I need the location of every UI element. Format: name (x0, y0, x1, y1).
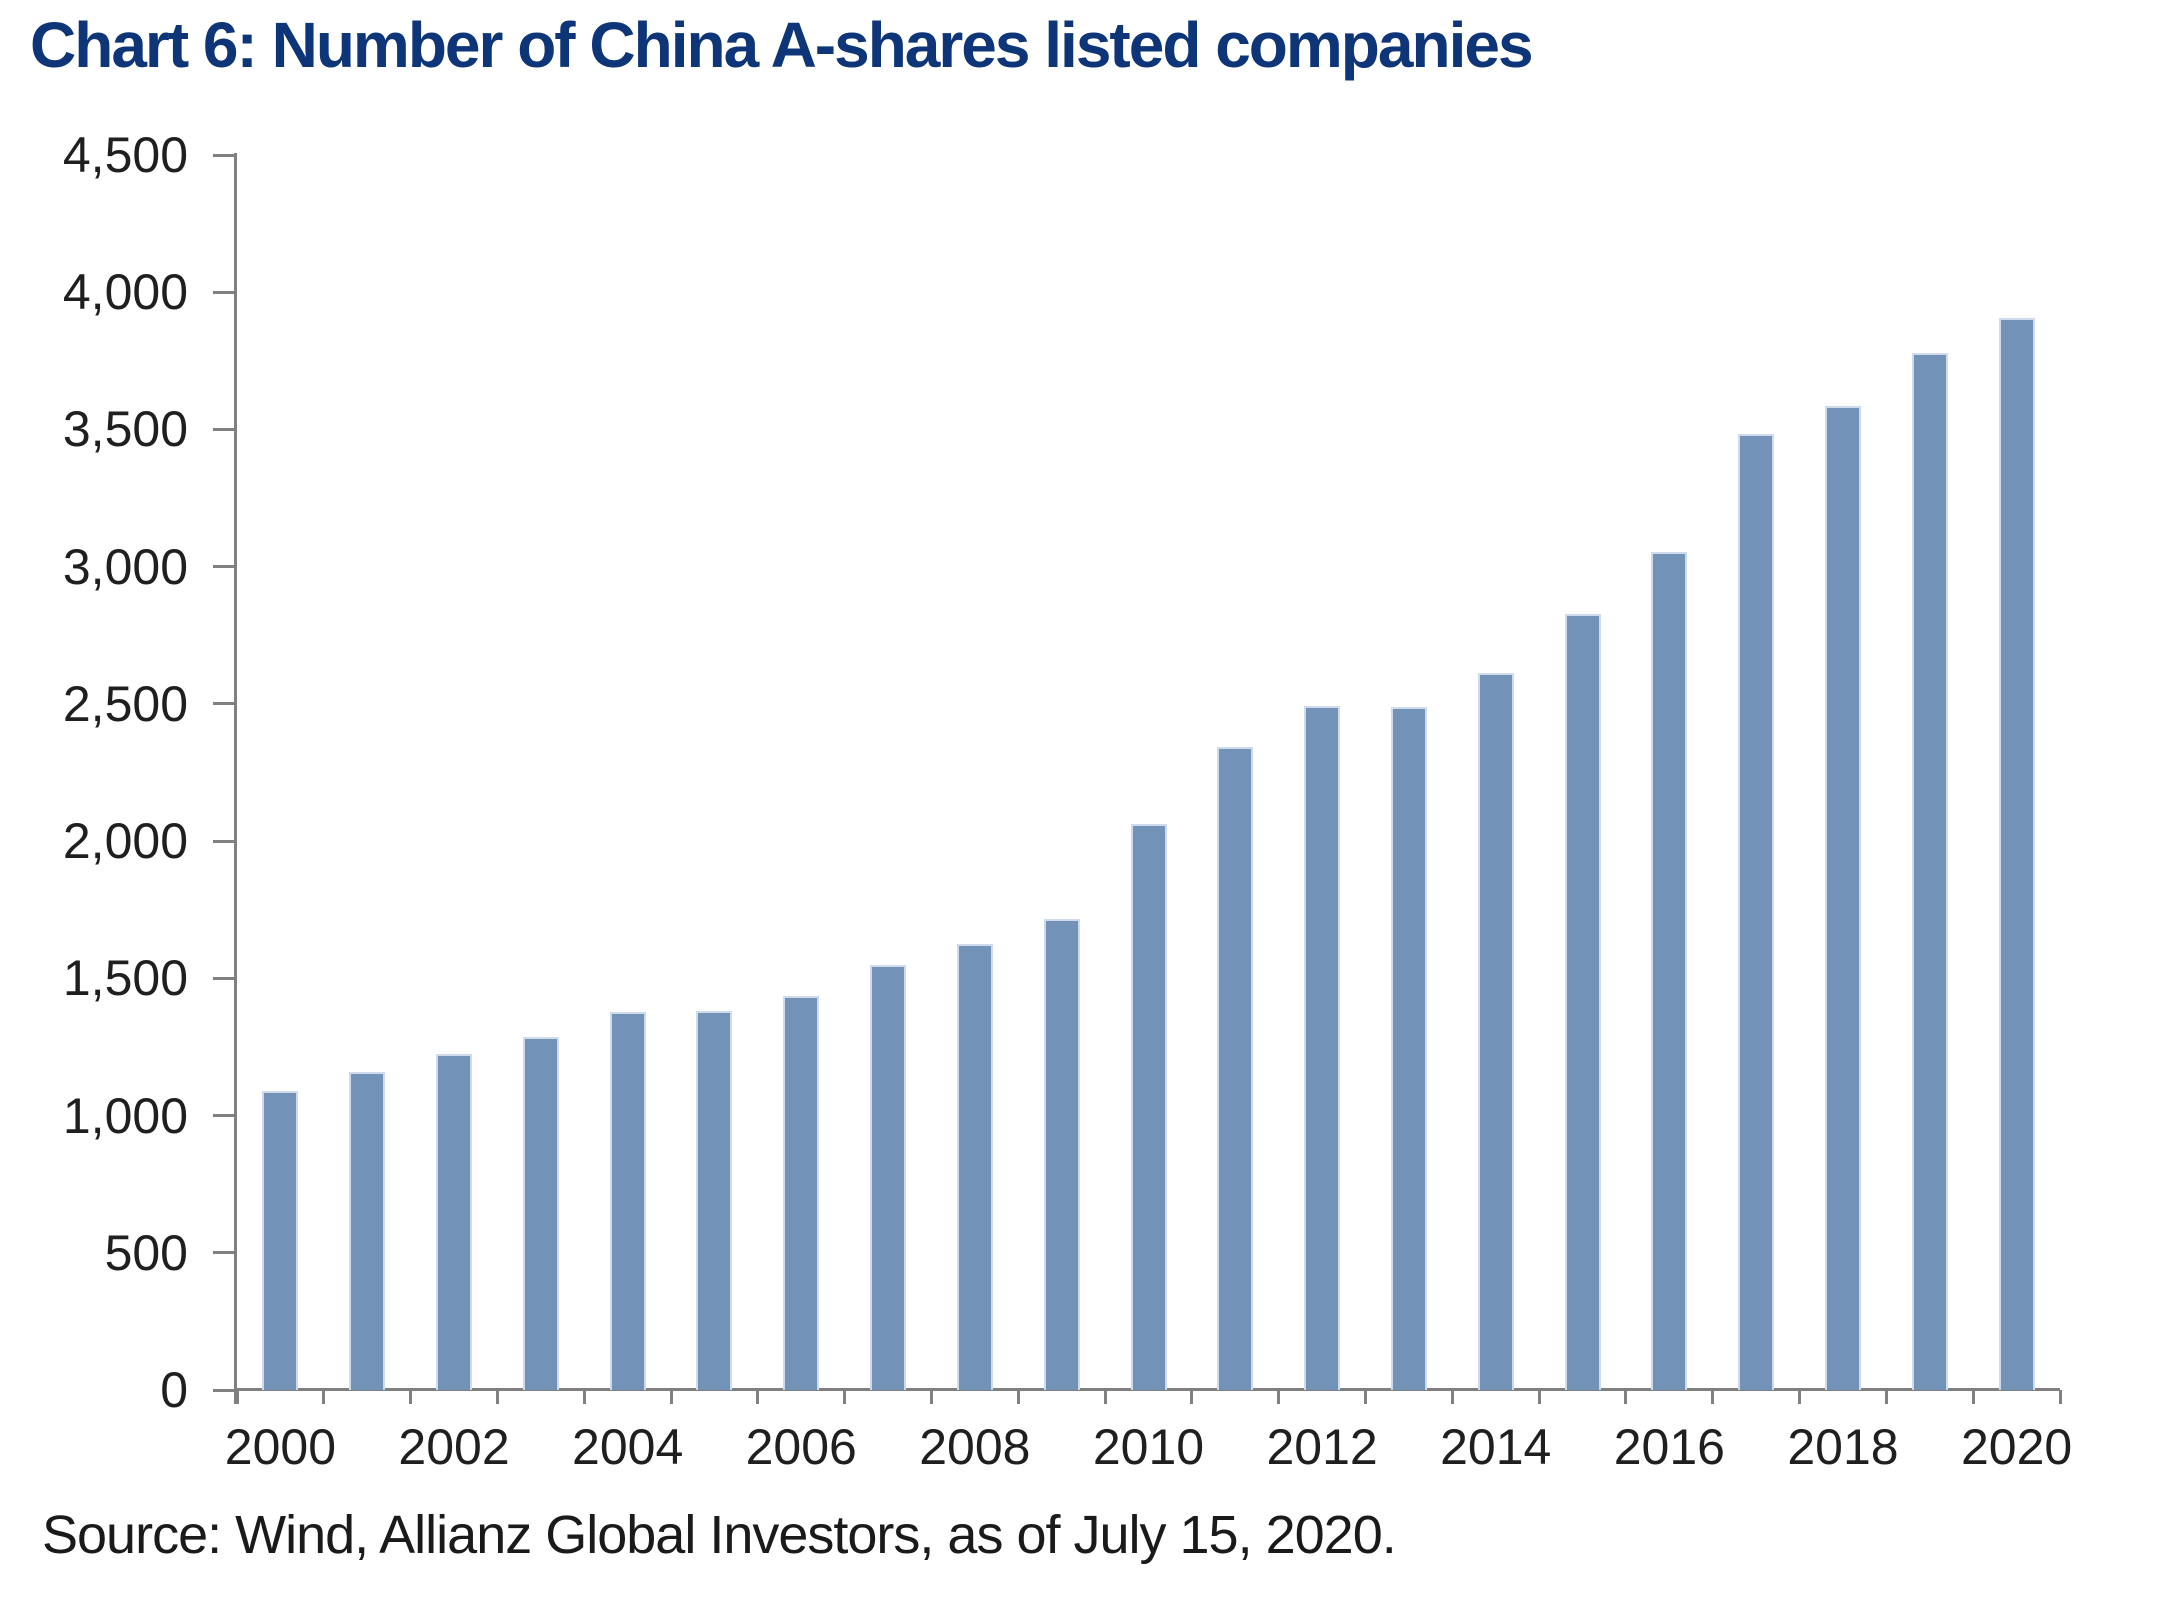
x-tick (1537, 1390, 1541, 1404)
bar-2005 (696, 1010, 733, 1390)
x-tick (1103, 1390, 1107, 1404)
y-tick (213, 1114, 237, 1118)
x-axis-label: 2004 (572, 1419, 684, 1475)
x-axis-label: 2014 (1440, 1419, 1552, 1475)
x-axis-label: 2010 (1092, 1419, 1205, 1475)
bar-2014 (1477, 672, 1514, 1390)
y-tick (213, 1251, 237, 1255)
x-tick (669, 1390, 673, 1404)
y-tick (213, 290, 237, 294)
x-axis-label: 2006 (745, 1419, 857, 1475)
x-axis-label: 2016 (1613, 1419, 1725, 1475)
x-tick (1190, 1390, 1194, 1404)
x-tick (2058, 1390, 2062, 1404)
x-axis-label: 2012 (1266, 1419, 1378, 1475)
x-tick (1624, 1390, 1628, 1404)
y-axis-label: 3,000 (62, 538, 188, 595)
x-tick (409, 1390, 413, 1404)
y-axis-label: 4,500 (62, 127, 188, 183)
bar-2016 (1651, 552, 1688, 1390)
x-tick (495, 1390, 499, 1404)
bar-2013 (1390, 706, 1427, 1390)
x-axis-label: 2002 (398, 1419, 510, 1475)
x-axis-label: 2008 (919, 1419, 1031, 1475)
bar-2006 (783, 996, 820, 1390)
bar-2019 (1911, 353, 1948, 1390)
chart-title: Chart 6: Number of China A-shares listed… (30, 9, 1534, 81)
x-tick (582, 1390, 586, 1404)
y-tick (213, 1388, 237, 1392)
y-tick (213, 976, 237, 980)
x-axis-label: 2020 (1960, 1419, 2073, 1475)
bar-2012 (1304, 705, 1341, 1390)
x-tick (1711, 1390, 1715, 1404)
x-tick (1798, 1390, 1802, 1404)
bar-2004 (609, 1012, 646, 1390)
x-tick (322, 1390, 326, 1404)
bar-2015 (1564, 614, 1601, 1390)
bar-2007 (870, 964, 907, 1390)
x-tick (1277, 1390, 1281, 1404)
y-axis-label: 0 (160, 1362, 188, 1418)
x-tick (1016, 1390, 1020, 1404)
bar-2003 (522, 1036, 559, 1390)
y-tick (213, 153, 237, 157)
bar-2011 (1217, 747, 1254, 1390)
y-axis-label: 1,000 (62, 1087, 188, 1144)
x-axis-label: 2000 (224, 1419, 336, 1475)
bar-2010 (1130, 823, 1167, 1390)
bar-2008 (956, 944, 993, 1390)
y-axis-label: 2,500 (62, 675, 188, 732)
bar-2018 (1824, 406, 1861, 1390)
y-tick (213, 565, 237, 569)
bar-2009 (1043, 918, 1080, 1390)
y-tick (213, 427, 237, 431)
bar-2000 (262, 1091, 299, 1390)
x-tick (1884, 1390, 1888, 1404)
x-tick (235, 1390, 239, 1404)
y-axis-label: 1,500 (62, 950, 188, 1007)
x-axis-label: 2018 (1787, 1419, 1899, 1475)
y-axis-label: 500 (104, 1224, 188, 1281)
bar-2017 (1738, 433, 1775, 1390)
x-tick (1450, 1390, 1454, 1404)
x-tick (1364, 1390, 1368, 1404)
x-tick (843, 1390, 847, 1404)
bar-2002 (436, 1054, 473, 1390)
source-note: Source: Wind, Allianz Global Investors, … (42, 1505, 1397, 1565)
y-axis-label: 2,000 (62, 813, 188, 870)
x-tick (756, 1390, 760, 1404)
y-tick (213, 702, 237, 706)
y-axis-line (234, 153, 237, 1404)
y-axis-label: 3,500 (62, 401, 188, 458)
x-tick (929, 1390, 933, 1404)
x-tick (1971, 1390, 1975, 1404)
y-tick (213, 839, 237, 843)
bar-2020 (1998, 317, 2035, 1390)
y-axis-label: 4,000 (62, 264, 188, 321)
bar-2001 (349, 1071, 386, 1390)
